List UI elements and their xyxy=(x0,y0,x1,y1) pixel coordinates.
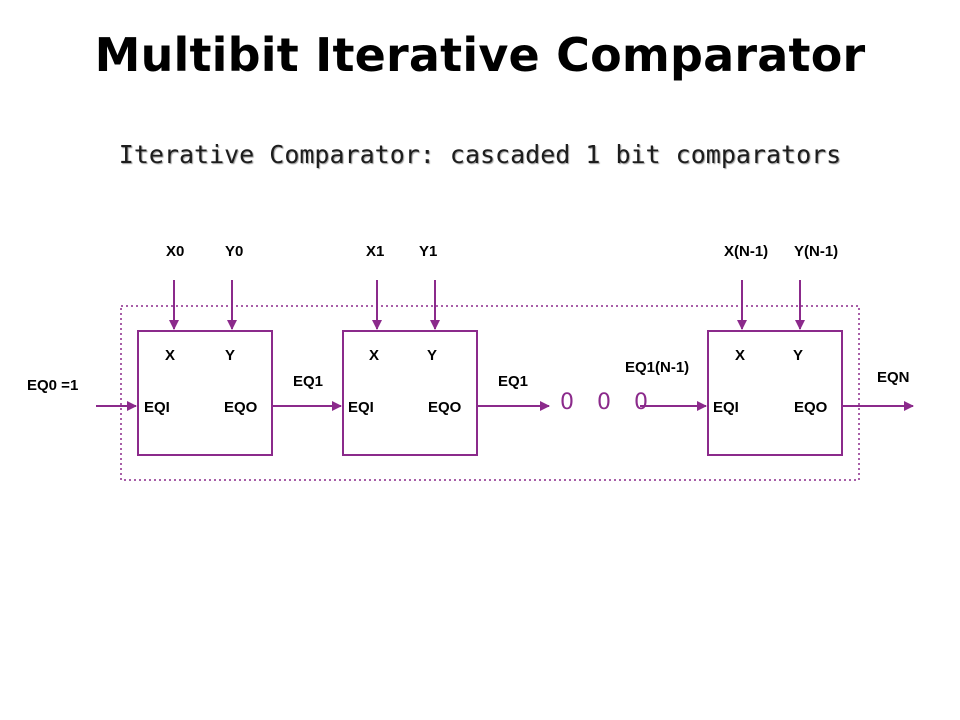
label-y1: Y1 xyxy=(419,243,437,260)
label-yn: Y(N-1) xyxy=(794,243,838,260)
celln-x-port: X xyxy=(735,347,745,364)
cell1-eqi-port: EQI xyxy=(348,399,374,416)
cell1-x-port: X xyxy=(369,347,379,364)
cell1-y-port: Y xyxy=(427,347,437,364)
celln-eqo-port: EQO xyxy=(794,399,828,416)
cell1-eqo-port: EQO xyxy=(428,399,462,416)
cell0-eqi-port: EQI xyxy=(144,399,170,416)
page-title: Multibit Iterative Comparator xyxy=(94,28,866,82)
label-xn: X(N-1) xyxy=(724,243,768,260)
cell0-eqo-port: EQO xyxy=(224,399,258,416)
celln-y-port: Y xyxy=(793,347,803,364)
cascade-ellipsis: 0 0 0 xyxy=(560,390,656,415)
label-eq1n: EQ1(N-1) xyxy=(625,359,689,376)
comparator-cell-0 xyxy=(137,330,273,456)
label-x0: X0 xyxy=(166,243,184,260)
cell0-x-port: X xyxy=(165,347,175,364)
label-y0: Y0 xyxy=(225,243,243,260)
label-eq0: EQ0 =1 xyxy=(27,377,78,394)
comparator-cell-1 xyxy=(342,330,478,456)
label-x1: X1 xyxy=(366,243,384,260)
label-eq1-b: EQ1 xyxy=(498,373,528,390)
label-eq1-a: EQ1 xyxy=(293,373,323,390)
page-subtitle: Iterative Comparator: cascaded 1 bit com… xyxy=(118,140,842,169)
label-eqn: EQN xyxy=(877,369,910,386)
celln-eqi-port: EQI xyxy=(713,399,739,416)
dotted-enclosure xyxy=(120,305,860,481)
cell0-y-port: Y xyxy=(225,347,235,364)
comparator-cell-n xyxy=(707,330,843,456)
